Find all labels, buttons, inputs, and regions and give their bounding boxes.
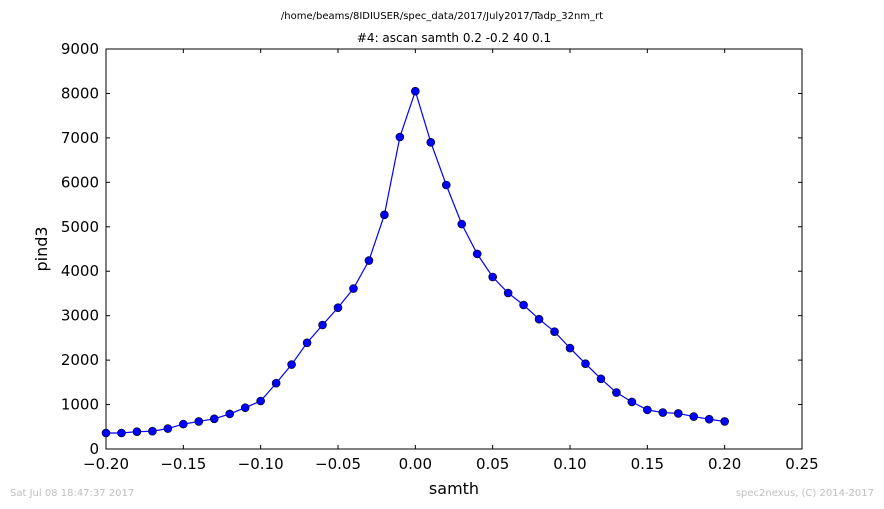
x-tick-label: −0.20: [83, 455, 129, 473]
y-tick-label: 3000: [61, 307, 99, 325]
y-tick-label: 2000: [61, 351, 99, 369]
x-tick-label: 0.15: [631, 455, 664, 473]
y-tick-label: 5000: [61, 218, 99, 236]
x-tick-label: −0.05: [315, 455, 361, 473]
data-point: [704, 414, 714, 424]
x-tick-label: 0.25: [785, 455, 818, 473]
data-point: [256, 396, 265, 406]
chart-suptitle: /home/beams/8IDIUSER/spec_data/2017/July…: [281, 11, 603, 22]
data-point: [457, 219, 467, 229]
data-point: [503, 288, 513, 298]
data-point: [596, 374, 606, 384]
data-point: [101, 428, 111, 438]
data-point: [333, 303, 343, 312]
x-tick-label: −0.15: [160, 455, 206, 473]
y-tick-label: 8000: [61, 84, 99, 102]
data-point: [287, 360, 296, 369]
data-point: [302, 338, 312, 348]
series-line: [106, 89, 725, 434]
plot-frame: [105, 48, 803, 450]
y-tick-label: 7000: [61, 129, 99, 147]
data-point: [209, 414, 219, 424]
data-point: [581, 359, 590, 368]
data-point: [488, 272, 497, 282]
data-point: [627, 397, 637, 407]
data-point: [395, 132, 405, 142]
y-tick-label: 0: [89, 440, 99, 458]
y-axis-label: pind3: [32, 226, 51, 271]
data-point: [720, 417, 729, 426]
data-point: [612, 388, 621, 397]
data-point: [380, 210, 389, 220]
x-tick-label: 0.05: [476, 455, 509, 473]
data-point: [441, 180, 451, 190]
data-point: [163, 424, 173, 433]
data-point: [550, 327, 559, 336]
y-tick-label: 9000: [61, 40, 99, 58]
x-tick-label: −0.10: [238, 455, 284, 473]
footer-timestamp: Sat Jul 08 18:47:37 2017: [10, 488, 135, 499]
data-point: [194, 417, 204, 426]
data-point: [148, 426, 157, 436]
data-point: [689, 412, 699, 421]
data-point: [132, 427, 142, 436]
data-point: [411, 86, 420, 96]
data-point: [364, 256, 374, 265]
data-point: [318, 320, 327, 330]
x-tick-label: 0.10: [553, 455, 586, 473]
y-tick-label: 1000: [61, 396, 99, 414]
data-point: [658, 408, 668, 417]
footer-credit: spec2nexus, (C) 2014-2017: [735, 488, 874, 499]
chart-title: #4: ascan samth 0.2 -0.2 40 0.1: [357, 31, 551, 45]
data-point: [426, 138, 436, 147]
x-axis-label: samth: [429, 479, 479, 498]
data-point: [225, 409, 235, 419]
data-point: [271, 378, 281, 388]
data-point: [565, 343, 575, 353]
y-tick-label: 4000: [61, 262, 99, 280]
x-tick-label: 0.00: [399, 455, 432, 473]
plot-area: −0.20 −0.15 −0.10 −0.05 0.00 0.05 0.10 0.15 0.20…: [61, 40, 819, 473]
x-tick-label: 0.20: [708, 455, 741, 473]
y-tick-label: 6000: [61, 173, 99, 191]
data-point: [534, 314, 544, 324]
data-point: [643, 405, 652, 415]
data-point: [349, 284, 358, 293]
data-point: [472, 249, 482, 259]
data-point: [519, 300, 528, 310]
data-point: [673, 409, 683, 418]
data-point: [179, 419, 188, 429]
data-point: [117, 428, 126, 438]
data-point: [240, 403, 250, 412]
